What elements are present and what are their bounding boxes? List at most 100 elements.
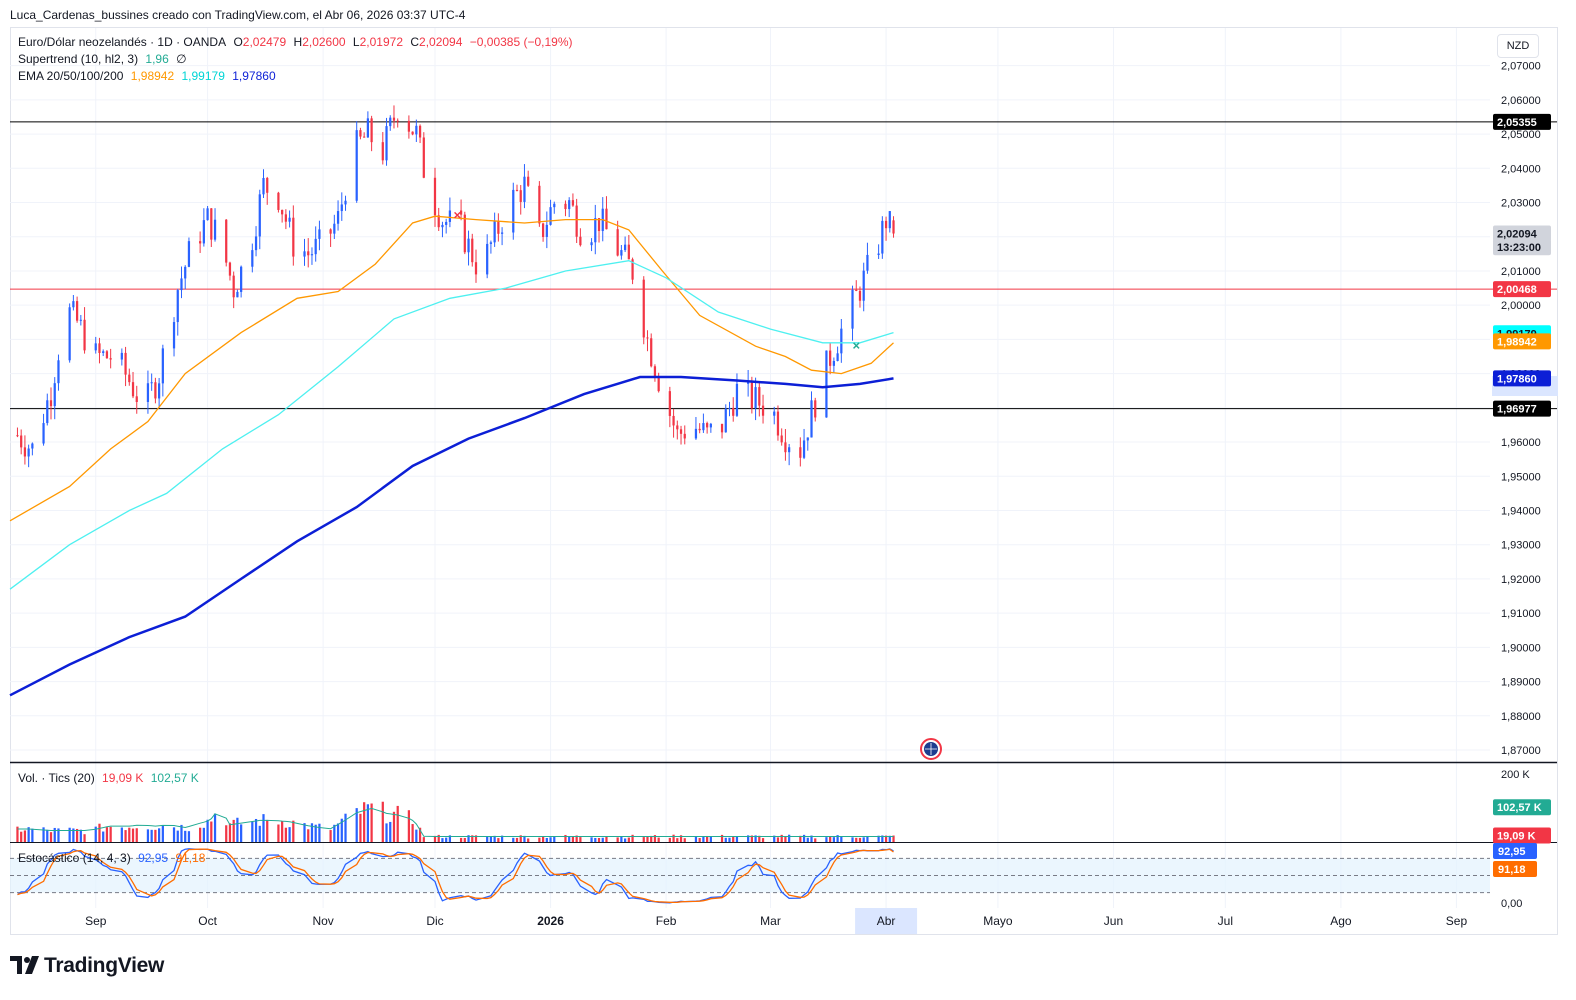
price-label: 1,98942 [1497, 336, 1537, 348]
volume-legend[interactable]: Vol. · Tics (20) 19,09 K 102,57 K [18, 771, 203, 785]
volume-bar [497, 838, 500, 842]
candle-body [392, 117, 396, 121]
volume-bar [627, 837, 630, 842]
candle-body [825, 350, 828, 418]
candle-body [564, 203, 567, 210]
candle-body [541, 223, 545, 237]
candle-body [120, 352, 123, 360]
price-label-bg [1493, 225, 1551, 242]
volume-bar [564, 834, 567, 842]
symbol-legend[interactable]: Euro/Dólar neozelandés · 1D · OANDA O2,0… [18, 35, 577, 49]
ema-legend[interactable]: EMA 20/50/100/200 1,98942 1,99179 1,9786… [18, 69, 280, 83]
candle-body [288, 217, 291, 222]
ema200-value: 1,97860 [232, 69, 276, 83]
volume-bar [303, 823, 306, 842]
volume-bar [620, 836, 623, 842]
candle-body [784, 442, 787, 453]
volume-bar [281, 821, 284, 842]
volume-bar [892, 835, 895, 842]
volume-bar [706, 835, 709, 842]
volume-bar [344, 813, 347, 842]
volume-bar [653, 835, 657, 842]
candle-body [862, 270, 865, 301]
price-label: 2,05355 [1497, 117, 1537, 129]
ema-label: EMA 20/50/100/200 [18, 69, 124, 83]
volume-bar [31, 828, 34, 842]
symbol-name: Euro/Dólar neozelandés · 1D · OANDA [18, 35, 227, 49]
candle-body [806, 437, 809, 441]
volume-bar [254, 818, 258, 842]
volume-bar [124, 830, 127, 842]
candle-body [579, 236, 582, 246]
volume-bar [314, 824, 317, 842]
volume-bar [851, 837, 854, 842]
candle-body [799, 447, 802, 458]
volume-bar [176, 830, 179, 842]
volume-label: 102,57 K [1497, 802, 1542, 814]
volume-bar [355, 808, 358, 842]
candle-body [594, 218, 597, 243]
signal-markers: ×× [454, 208, 861, 354]
time-axis-highlight [855, 908, 918, 934]
volume-bar [866, 835, 869, 842]
volume-bar [79, 829, 82, 842]
volume-bar [448, 835, 452, 842]
candle-body [146, 383, 150, 403]
volume-bar [802, 834, 806, 842]
volume-bar [359, 813, 362, 842]
high-value: 2,02600 [302, 35, 346, 49]
candle-body [154, 382, 157, 399]
candle-body [467, 238, 470, 253]
volume-ma-line [17, 807, 894, 837]
supertrend-label: Supertrend (10, hl2, 3) [18, 52, 139, 66]
candle-body [445, 221, 448, 225]
candle-body [728, 407, 731, 409]
candle-body [653, 366, 657, 378]
volume-bar [389, 821, 392, 842]
price-axis-tick: 2,04000 [1501, 163, 1541, 175]
candle-body [366, 118, 370, 138]
candle-body [184, 266, 187, 279]
volume-bar [486, 836, 489, 842]
volume-bar [788, 834, 791, 842]
events-globe-icon[interactable] [920, 738, 942, 760]
price-axis-tick: 1,94000 [1501, 505, 1541, 517]
volume-bar [27, 827, 30, 842]
ema-line-ema20 [9, 215, 894, 522]
candle-body [620, 250, 623, 256]
candle-body [788, 447, 791, 453]
candle-body [135, 396, 138, 403]
candle-body [415, 125, 418, 135]
volume-bar [49, 832, 53, 842]
volume-bar [392, 811, 396, 842]
volume-bar [131, 828, 135, 842]
volume-bar [493, 835, 496, 842]
volume-bar [258, 825, 261, 842]
currency-button[interactable]: NZD [1497, 34, 1539, 58]
volume-bar [363, 802, 366, 842]
candle-body [418, 125, 422, 138]
candle-body [236, 291, 239, 298]
volume-bar [94, 826, 97, 842]
horizontal-levels [10, 121, 1557, 410]
candle-body [16, 435, 19, 437]
candle-body [53, 383, 56, 407]
candle-body [251, 250, 254, 267]
volume-bar [329, 830, 332, 842]
candle-body [802, 440, 806, 458]
volume-bar [650, 835, 653, 842]
candle-body [83, 319, 86, 351]
candle-body [575, 205, 578, 237]
volume-bar [855, 837, 858, 842]
candle-body [627, 244, 630, 260]
candlestick-series [16, 105, 895, 468]
volume-bar [184, 830, 187, 842]
volume-bar [172, 827, 176, 842]
stochastic-legend[interactable]: Estocástico (14, 4, 3) 92,95 91,18 [18, 851, 209, 865]
supertrend-legend[interactable]: Supertrend (10, hl2, 3) 1,96 ∅ [18, 52, 191, 66]
candle-body [623, 244, 627, 251]
indicator-panes: 200 K 0,00 [10, 761, 1557, 910]
volume-bar [858, 837, 862, 842]
candle-body [706, 423, 709, 428]
